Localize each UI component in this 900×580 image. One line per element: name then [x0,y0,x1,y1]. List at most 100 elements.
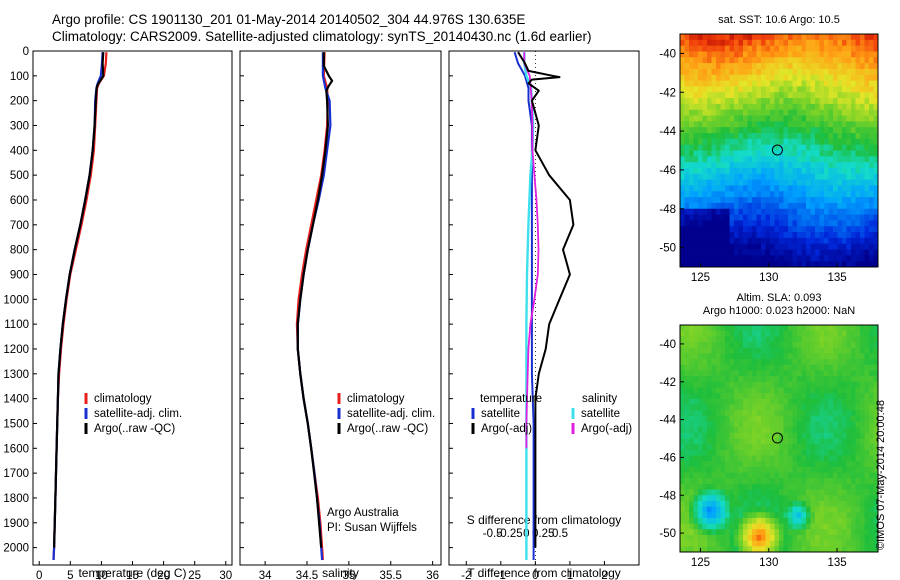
sla-map-cell [869,540,874,547]
sst-map-cell [864,249,870,256]
sst-map-cell [797,57,802,64]
sst-map-cell [711,98,717,105]
sst-map-cell [779,173,784,181]
sst-map-cell [851,115,856,122]
sst-map-cell [869,202,874,210]
sst-map-cell [819,173,825,181]
sla-map-cell [833,415,838,422]
sla-map-cell [860,410,865,417]
sla-map-cell [702,415,708,422]
sla-map-cell [702,540,708,547]
sst-map-cell [837,138,843,146]
sst-map-cell [702,249,708,256]
sst-map-cell [702,226,708,233]
sla-map-cell [689,364,694,371]
sst-map-cell [693,74,699,82]
sla-map-cell [774,376,780,383]
depth-tick-label: 500 [10,170,29,182]
sla-map-cell [734,529,739,536]
sla-map-cell [801,359,807,366]
sst-map-cell [855,208,861,215]
sla-map-cell [810,364,816,371]
x-tick-label: 34 [259,570,272,580]
sla-map-cell [689,376,694,383]
sla-map-cell [842,523,847,530]
sla-map-cell [869,325,874,332]
sst-map-cell [711,226,717,233]
sla-map-cell [783,342,789,349]
sla-map-cell [747,364,753,371]
sla-map-cell [864,387,870,394]
sla-map-cell [864,410,870,417]
sla-map-cell [792,540,798,547]
sla-map-cell [869,455,874,462]
sla-map-cell [810,449,816,456]
sst-map-cell [828,191,834,198]
sla-map-cell [756,398,762,405]
sla-map-cell [873,410,879,417]
sst-map-cell [869,249,874,256]
sla-map-cell [869,376,874,383]
sst-map-cell [684,45,690,52]
sla-map-cell [855,517,861,525]
sst-map-cell [792,243,798,250]
sst-map-cell [815,202,820,210]
sla-map-cell [734,359,739,366]
sla-map-cell [711,421,717,428]
sst-map-cell [788,243,793,250]
sst-map-cell [738,208,744,215]
sst-map-cell [702,197,708,204]
sst-map-cell [738,191,744,198]
sla-map-cell [729,500,735,507]
sst-map-cell [810,138,816,146]
sla-map-cell [833,461,838,468]
sla-map-cell [828,347,834,354]
sst-map-cell [698,103,703,111]
sst-map-cell [783,220,789,227]
sla-map-cell [716,393,721,400]
sla-map-cell [828,489,834,496]
sla-map-cell [819,461,825,468]
sla-map-cell [729,455,735,462]
sst-map-cell [684,167,690,175]
sla-map-cell [855,489,861,496]
sst-map-cell [815,39,820,47]
sst-map-cell [842,74,847,82]
sla-map-cell [761,523,766,530]
sla-map-cell [824,512,829,519]
sla-map-cell [819,517,825,525]
sst-map-cell [837,202,843,210]
sla-map-cell [684,404,690,411]
sst-map-cell [806,249,811,256]
sst-map-cell [711,103,717,111]
sst-map-cell [792,208,798,215]
sst-map-cell [797,138,802,146]
sst-map-cell [734,150,739,157]
diff-legend-header-sal: salinity [582,393,617,405]
sla-map-cell [833,449,838,456]
sst-map-cell [873,144,879,151]
sst-map-cell [761,232,766,239]
sla-map-cell [833,432,838,439]
sst-map-cell [801,232,807,239]
sst-map-cell [855,39,861,47]
sst-map-cell [801,133,807,140]
sst-map-cell [806,133,811,140]
sst-map-cell [698,51,703,58]
sla-map-cell [720,415,726,422]
sla-map-cell [842,483,847,490]
sst-map-cell [770,103,775,111]
sla-map-cell [725,466,730,473]
sla-map-cell [846,478,852,485]
sst-map-cell [698,92,703,99]
sla-map-cell [774,449,780,456]
sst-map-cell [761,261,766,268]
sst-map-cell [698,156,703,163]
sla-map-group [680,325,879,553]
sla-map-cell [851,449,856,456]
sla-map-cell [711,370,717,377]
sst-map-cell [806,150,811,157]
sla-map-cell [698,449,703,456]
sst-map-cell [734,173,739,181]
sla-map-cell [792,342,798,349]
